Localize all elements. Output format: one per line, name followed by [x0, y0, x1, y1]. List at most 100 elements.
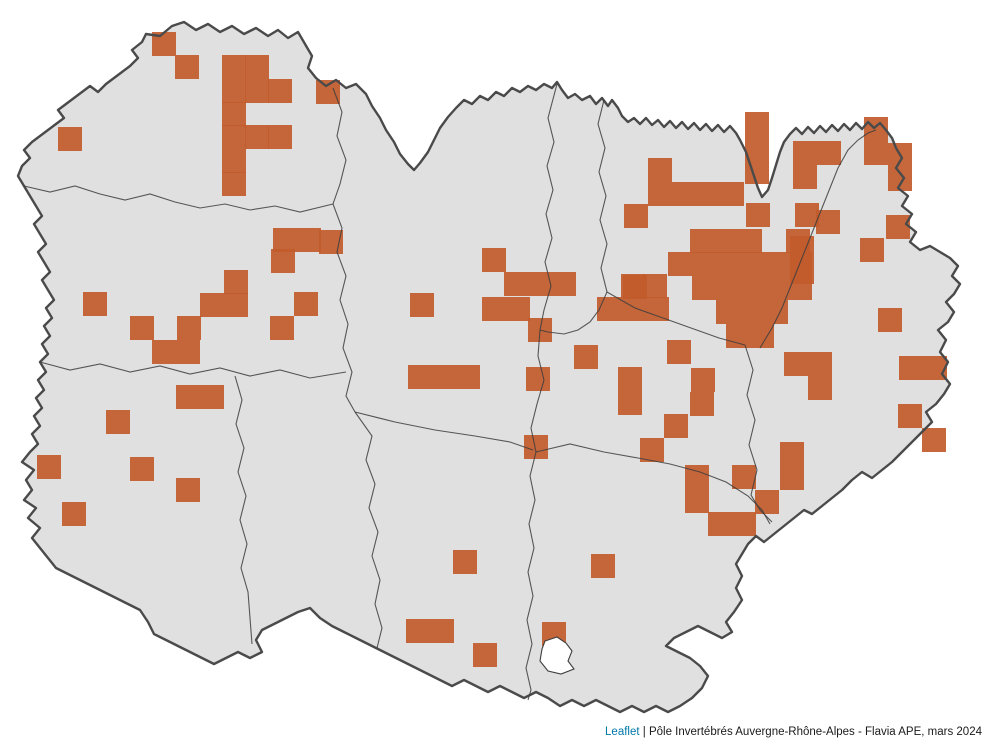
- grid-square[interactable]: [648, 158, 672, 182]
- grid-square[interactable]: [668, 252, 692, 276]
- grid-square[interactable]: [245, 79, 269, 103]
- grid-square[interactable]: [618, 367, 642, 391]
- grid-square[interactable]: [793, 165, 817, 189]
- grid-square[interactable]: [746, 203, 770, 227]
- grid-square[interactable]: [624, 204, 648, 228]
- grid-square[interactable]: [795, 203, 819, 227]
- grid-square[interactable]: [745, 136, 769, 160]
- grid-square[interactable]: [130, 316, 154, 340]
- grid-square[interactable]: [224, 270, 248, 294]
- grid-square[interactable]: [864, 141, 888, 165]
- grid-square[interactable]: [222, 149, 246, 173]
- grid-square[interactable]: [888, 167, 912, 191]
- grid-square[interactable]: [732, 512, 756, 536]
- grid-square[interactable]: [714, 229, 738, 253]
- grid-square[interactable]: [755, 490, 779, 514]
- grid-square[interactable]: [780, 442, 804, 466]
- grid-square[interactable]: [720, 182, 744, 206]
- grid-square[interactable]: [504, 272, 528, 296]
- grid-square[interactable]: [788, 276, 812, 300]
- grid-square[interactable]: [200, 385, 224, 409]
- grid-square[interactable]: [817, 141, 841, 165]
- grid-square[interactable]: [648, 182, 672, 206]
- grid-square[interactable]: [524, 435, 548, 459]
- grid-square[interactable]: [273, 228, 297, 252]
- grid-square[interactable]: [222, 79, 246, 103]
- grid-square[interactable]: [432, 365, 456, 389]
- grid-square[interactable]: [740, 300, 764, 324]
- grid-square[interactable]: [62, 502, 86, 526]
- grid-square[interactable]: [268, 79, 292, 103]
- grid-square[interactable]: [690, 392, 714, 416]
- grid-square[interactable]: [106, 410, 130, 434]
- grid-square[interactable]: [740, 252, 764, 276]
- grid-square[interactable]: [621, 297, 645, 321]
- grid-square[interactable]: [176, 340, 200, 364]
- grid-square[interactable]: [200, 293, 224, 317]
- grid-square[interactable]: [640, 438, 664, 462]
- grid-square[interactable]: [898, 404, 922, 428]
- grid-square[interactable]: [83, 292, 107, 316]
- grid-square[interactable]: [506, 297, 530, 321]
- grid-square[interactable]: [740, 276, 764, 300]
- grid-square[interactable]: [176, 385, 200, 409]
- leaflet-link[interactable]: Leaflet: [605, 726, 640, 739]
- grid-square[interactable]: [552, 272, 576, 296]
- grid-square[interactable]: [692, 276, 716, 300]
- grid-square[interactable]: [222, 102, 246, 126]
- grid-square[interactable]: [692, 252, 716, 276]
- grid-square[interactable]: [482, 248, 506, 272]
- grid-square[interactable]: [732, 465, 756, 489]
- grid-square[interactable]: [764, 276, 788, 300]
- grid-square[interactable]: [685, 489, 709, 513]
- grid-square[interactable]: [222, 172, 246, 196]
- grid-square[interactable]: [294, 292, 318, 316]
- grid-square[interactable]: [726, 324, 750, 348]
- grid-square[interactable]: [780, 466, 804, 490]
- grid-square[interactable]: [708, 512, 732, 536]
- grid-square[interactable]: [878, 308, 902, 332]
- grid-square[interactable]: [430, 619, 454, 643]
- grid-square[interactable]: [764, 252, 788, 276]
- grid-square[interactable]: [784, 352, 808, 376]
- grid-square[interactable]: [224, 293, 248, 317]
- grid-square[interactable]: [176, 478, 200, 502]
- grid-square[interactable]: [37, 455, 61, 479]
- grid-square[interactable]: [745, 160, 769, 184]
- grid-square[interactable]: [58, 127, 82, 151]
- grid-square[interactable]: [716, 276, 740, 300]
- grid-square[interactable]: [271, 249, 295, 273]
- grid-square[interactable]: [808, 352, 832, 376]
- grid-square[interactable]: [899, 356, 923, 380]
- grid-square[interactable]: [793, 141, 817, 165]
- grid-square[interactable]: [860, 238, 884, 262]
- grid-square[interactable]: [473, 643, 497, 667]
- grid-square[interactable]: [270, 316, 294, 340]
- grid-square[interactable]: [130, 457, 154, 481]
- grid-square[interactable]: [297, 228, 321, 252]
- grid-square[interactable]: [526, 367, 550, 391]
- grid-square[interactable]: [574, 345, 598, 369]
- grid-square[interactable]: [696, 182, 720, 206]
- grid-square[interactable]: [664, 414, 688, 438]
- grid-square[interactable]: [268, 125, 292, 149]
- grid-square[interactable]: [716, 300, 740, 324]
- grid-square[interactable]: [745, 112, 769, 136]
- grid-square[interactable]: [456, 365, 480, 389]
- grid-square[interactable]: [152, 340, 176, 364]
- grid-square[interactable]: [222, 55, 246, 79]
- grid-square[interactable]: [690, 229, 714, 253]
- grid-square[interactable]: [406, 619, 430, 643]
- grid-square[interactable]: [808, 376, 832, 400]
- grid-square[interactable]: [410, 293, 434, 317]
- grid-square[interactable]: [691, 368, 715, 392]
- grid-square[interactable]: [597, 297, 621, 321]
- grid-square[interactable]: [245, 55, 269, 79]
- grid-square[interactable]: [177, 316, 201, 340]
- grid-square[interactable]: [222, 125, 246, 149]
- grid-square[interactable]: [618, 391, 642, 415]
- grid-square[interactable]: [738, 229, 762, 253]
- grid-square[interactable]: [886, 215, 910, 239]
- grid-square[interactable]: [672, 182, 696, 206]
